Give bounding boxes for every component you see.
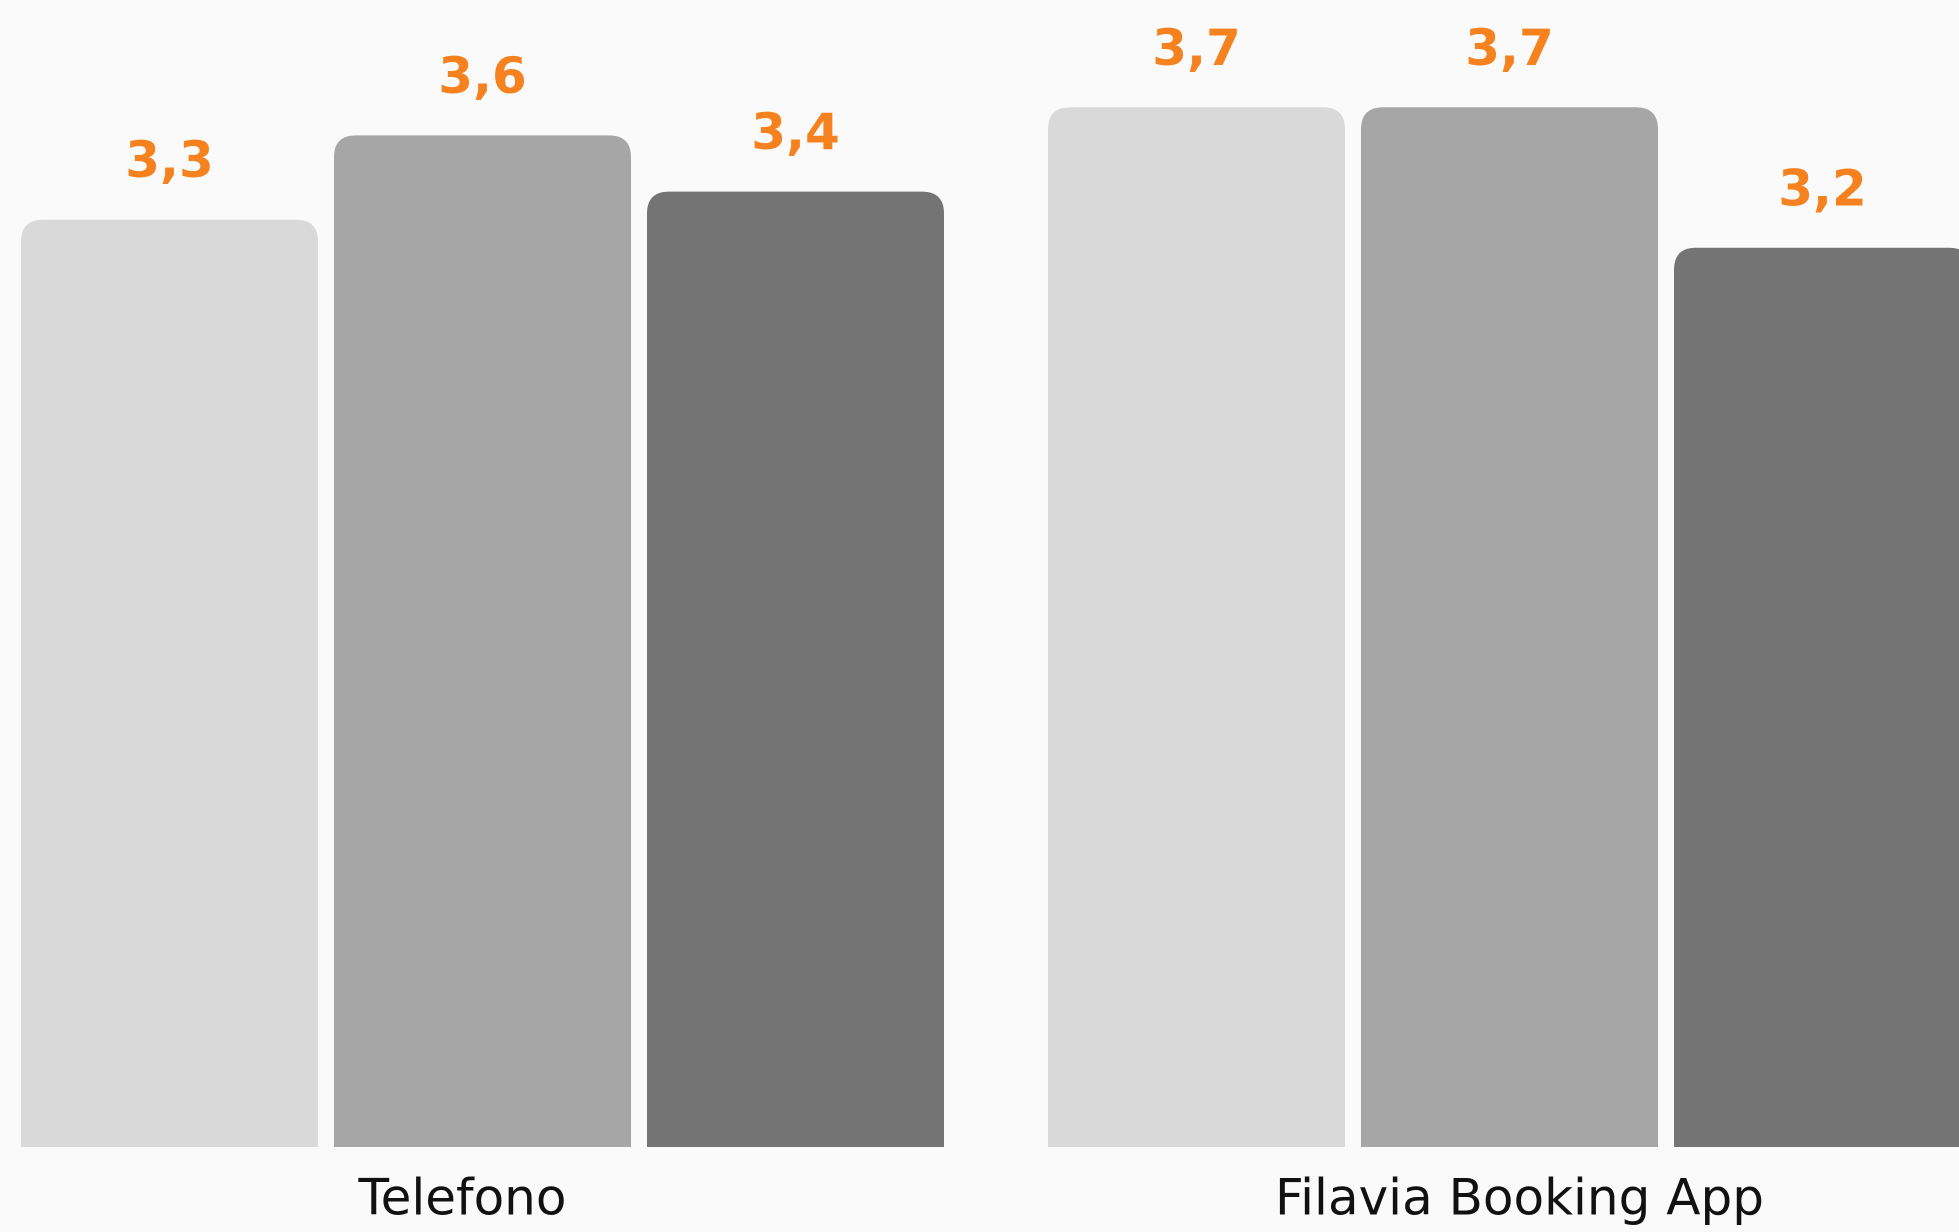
value-label: 3,7 [1152,19,1241,77]
bar [334,135,631,1147]
bar [21,219,318,1147]
value-label: 3,4 [751,103,840,161]
value-label: 3,2 [1778,159,1867,217]
value-label: 3,6 [438,47,527,105]
x-tick-label: Filavia Booking App [1275,1169,1764,1227]
value-label: 3,7 [1465,19,1554,77]
bar [647,191,944,1148]
x-tick-label: Telefono [358,1169,567,1227]
value-label: 3,3 [125,131,214,189]
bar [1048,107,1345,1147]
bar [1674,247,1959,1147]
bar [1361,107,1658,1147]
